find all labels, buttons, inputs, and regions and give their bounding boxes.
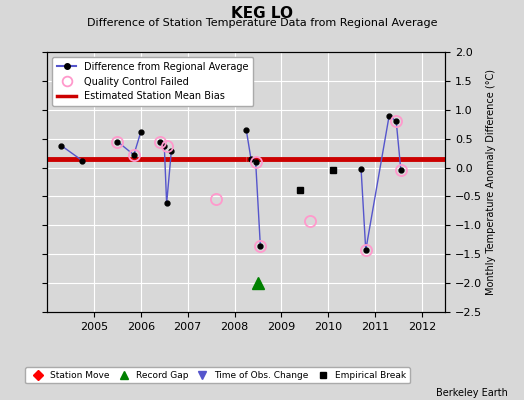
Text: Difference of Station Temperature Data from Regional Average: Difference of Station Temperature Data f… (87, 18, 437, 28)
Y-axis label: Monthly Temperature Anomaly Difference (°C): Monthly Temperature Anomaly Difference (… (486, 69, 496, 295)
Legend: Difference from Regional Average, Quality Control Failed, Estimated Station Mean: Difference from Regional Average, Qualit… (52, 57, 254, 106)
Text: Berkeley Earth: Berkeley Earth (436, 388, 508, 398)
Legend: Station Move, Record Gap, Time of Obs. Change, Empirical Break: Station Move, Record Gap, Time of Obs. C… (26, 367, 409, 384)
Text: KEG LO: KEG LO (231, 6, 293, 21)
